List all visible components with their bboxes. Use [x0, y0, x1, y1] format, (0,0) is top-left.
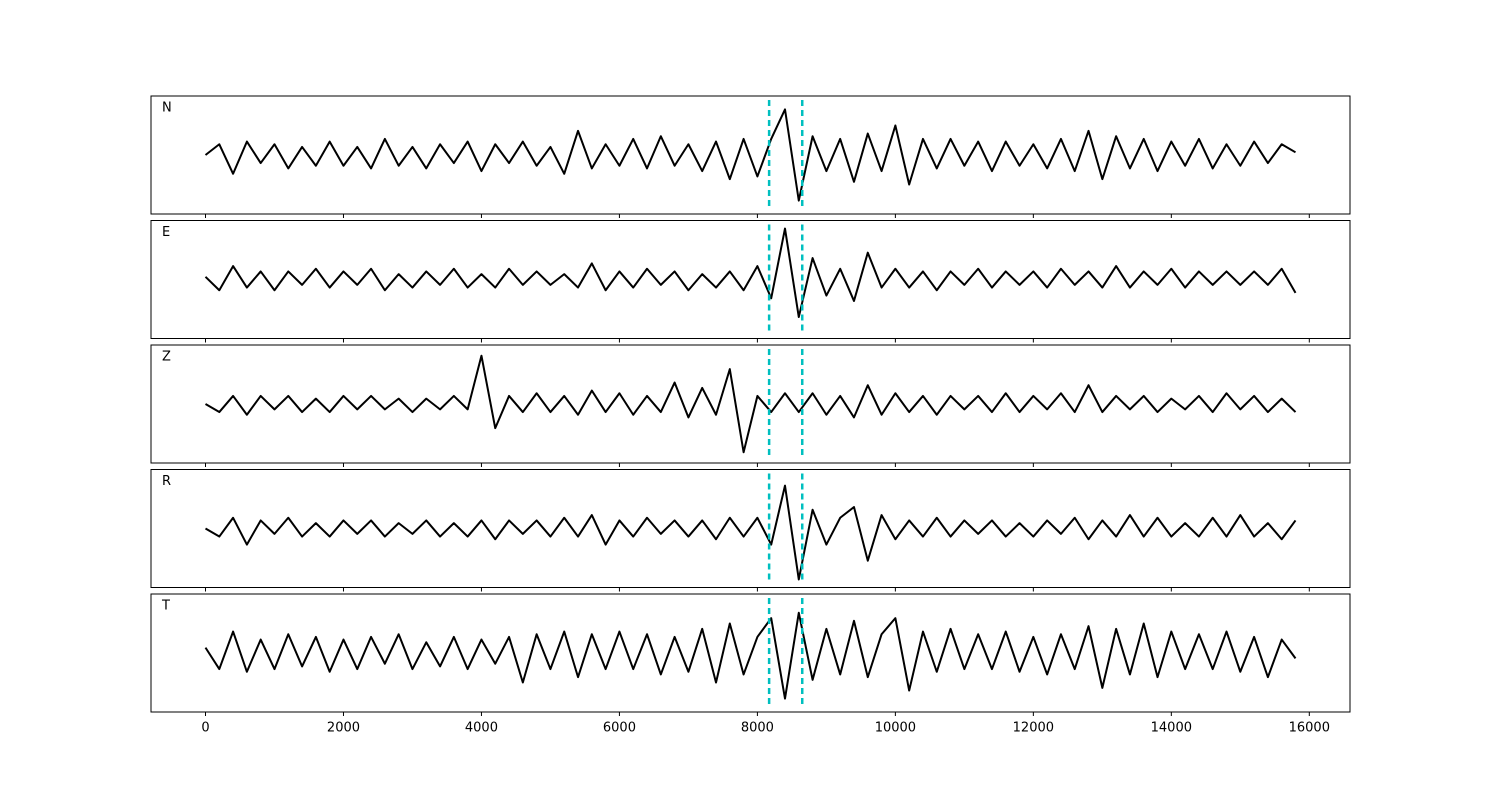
x-tick-label: 6000 — [603, 721, 636, 736]
x-tick-label: 10000 — [875, 721, 916, 736]
panel-label: E — [162, 225, 170, 240]
panel-frame — [150, 344, 1351, 464]
panel-frame — [150, 469, 1351, 588]
panel-label: T — [161, 599, 170, 614]
x-tick-label: 16000 — [1289, 721, 1330, 736]
x-tick-label: 0 — [201, 721, 209, 736]
panel-frame — [150, 220, 1351, 339]
trace-line — [204, 484, 1297, 581]
trace-line — [204, 354, 1297, 454]
panel-frame — [150, 95, 1351, 215]
x-tick-label: 8000 — [741, 721, 774, 736]
trace-line — [204, 227, 1297, 319]
panel-label: N — [162, 101, 172, 116]
panel-frame — [150, 593, 1351, 713]
trace-line — [204, 611, 1297, 700]
x-tick-label: 2000 — [327, 721, 360, 736]
x-tick-label: 14000 — [1151, 721, 1192, 736]
panel-label: Z — [162, 350, 171, 365]
trace-line — [204, 108, 1297, 202]
x-tick-label: 12000 — [1013, 721, 1054, 736]
panel-label: R — [162, 474, 171, 489]
x-tick-label: 4000 — [465, 721, 498, 736]
